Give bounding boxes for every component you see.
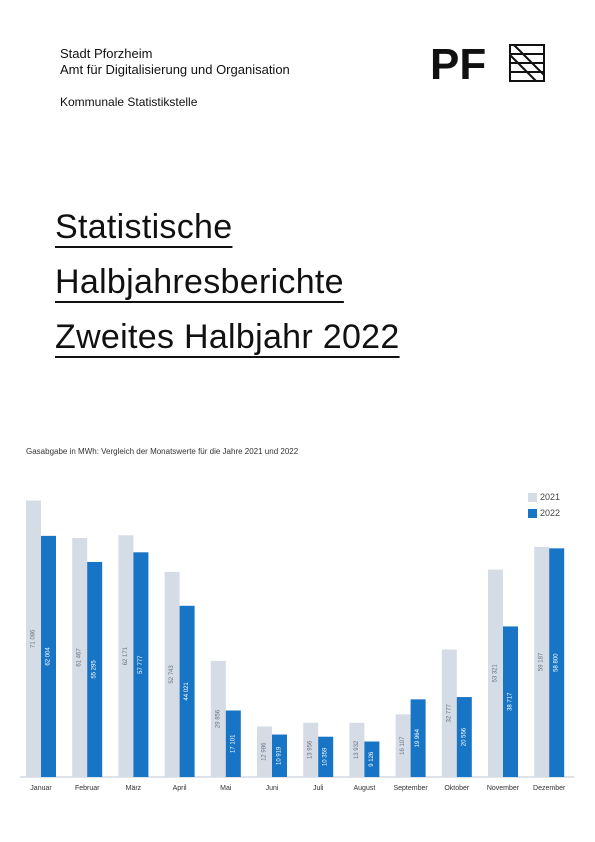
data-label-2021-april: 52 743 xyxy=(169,665,175,684)
data-label-2022-november: 38 717 xyxy=(508,692,514,711)
data-label-2021-märz: 62 171 xyxy=(123,646,129,665)
x-tick-label-dezember: Dezember xyxy=(533,785,566,792)
chart-legend: 2021 2022 xyxy=(528,489,560,521)
bar-2022-oktober xyxy=(456,697,472,777)
x-tick-label-januar: Januar xyxy=(30,785,52,792)
data-label-2021-juni: 12 986 xyxy=(262,742,268,761)
department-name: Kommunale Statistikstelle xyxy=(60,95,198,109)
bar-2021-dezember xyxy=(534,546,550,777)
bar-2021-april xyxy=(164,571,180,777)
bar-2021-november xyxy=(488,569,503,777)
bar-2021-februar xyxy=(72,537,88,777)
legend-item-2021: 2021 xyxy=(528,489,560,505)
bar-2022-dezember xyxy=(549,548,565,777)
data-label-2022-mai: 17 101 xyxy=(230,734,236,753)
bar-2021-mai xyxy=(210,660,226,777)
data-label-2022-oktober: 20 556 xyxy=(461,727,467,746)
data-label-2021-dezember: 59 187 xyxy=(539,652,545,671)
data-label-2022-juli: 10 359 xyxy=(323,747,329,766)
x-tick-label-juli: Juli xyxy=(313,785,324,792)
legend-swatch-2022 xyxy=(528,508,537,518)
data-label-2022-april: 44 021 xyxy=(184,682,190,701)
bar-2022-märz xyxy=(133,552,149,777)
title-line-1: Statistische xyxy=(55,208,233,246)
data-label-2021-januar: 71 086 xyxy=(31,629,37,648)
bar-2022-februar xyxy=(87,561,103,777)
x-tick-label-mai: Mai xyxy=(220,785,232,792)
pforzheim-logo: PF xyxy=(430,41,545,87)
data-label-2022-märz: 57 777 xyxy=(138,655,144,674)
data-label-2022-februar: 55 295 xyxy=(92,660,98,679)
x-tick-label-november: November xyxy=(487,785,520,792)
chart-caption: Gasabgabe in MWh: Vergleich der Monatswe… xyxy=(26,447,299,456)
logo-emblem xyxy=(509,44,545,82)
data-label-2022-januar: 62 004 xyxy=(46,647,52,666)
bar-2022-januar xyxy=(41,535,56,777)
x-tick-label-oktober: Oktober xyxy=(444,785,470,792)
title-line-3: Zweites Halbjahr 2022 xyxy=(55,318,400,356)
legend-label-2021: 2021 xyxy=(540,492,561,502)
data-label-2021-mai: 29 856 xyxy=(215,709,221,728)
bar-2022-mai xyxy=(225,710,241,777)
city-name: Stadt Pforzheim xyxy=(60,46,153,61)
bar-2022-august xyxy=(364,741,380,777)
x-tick-label-juni: Juni xyxy=(266,785,279,792)
x-tick-label-august: August xyxy=(354,785,376,792)
bar-2022-april xyxy=(179,605,195,777)
gas-delivery-bar-chart: 71 086 62 004 Januar 61 467 55 295 Februar 62 … xyxy=(20,500,574,792)
data-label-2022-august: 9 126 xyxy=(369,751,375,767)
bar-2022-juli xyxy=(318,736,334,777)
bar-2021-august xyxy=(349,722,365,777)
report-title: Statistische Halbjahresberichte Zweites … xyxy=(55,200,400,365)
title-line-2: Halbjahresberichte xyxy=(55,263,344,301)
bar-2022-september xyxy=(410,699,426,777)
data-label-2021-november: 53 321 xyxy=(493,663,499,682)
legend-label-2022: 2022 xyxy=(540,508,561,518)
data-label-2021-august: 13 932 xyxy=(354,740,360,759)
bar-2021-juli xyxy=(303,722,319,777)
logo-text: PF xyxy=(430,41,486,87)
legend-swatch-2021 xyxy=(528,492,537,502)
data-label-2022-juni: 10 919 xyxy=(277,746,283,765)
x-tick-label-märz: März xyxy=(126,785,142,792)
bar-2021-september xyxy=(395,714,411,777)
data-label-2022-september: 19 964 xyxy=(415,728,421,747)
data-label-2021-september: 16 107 xyxy=(400,736,406,755)
data-label-2021-juli: 13 956 xyxy=(308,740,314,759)
bar-2021-oktober xyxy=(441,649,457,777)
data-label-2022-dezember: 58 800 xyxy=(554,653,560,672)
bar-2022-juni xyxy=(272,734,287,777)
data-label-2021-oktober: 32 777 xyxy=(446,703,452,722)
x-tick-label-februar: Februar xyxy=(75,785,100,792)
bar-2021-januar xyxy=(26,500,41,777)
x-tick-label-september: September xyxy=(393,785,428,792)
x-tick-label-april: April xyxy=(173,785,187,792)
bar-2022-november xyxy=(503,626,518,777)
office-name: Amt für Digitalisierung und Organisation xyxy=(60,62,290,77)
bar-2021-märz xyxy=(118,535,134,777)
organisation-block: Stadt Pforzheim Amt für Digitalisierung … xyxy=(60,46,290,78)
legend-item-2022: 2022 xyxy=(528,505,560,521)
bar-2021-juni xyxy=(257,726,272,777)
data-label-2021-februar: 61 467 xyxy=(77,648,83,667)
